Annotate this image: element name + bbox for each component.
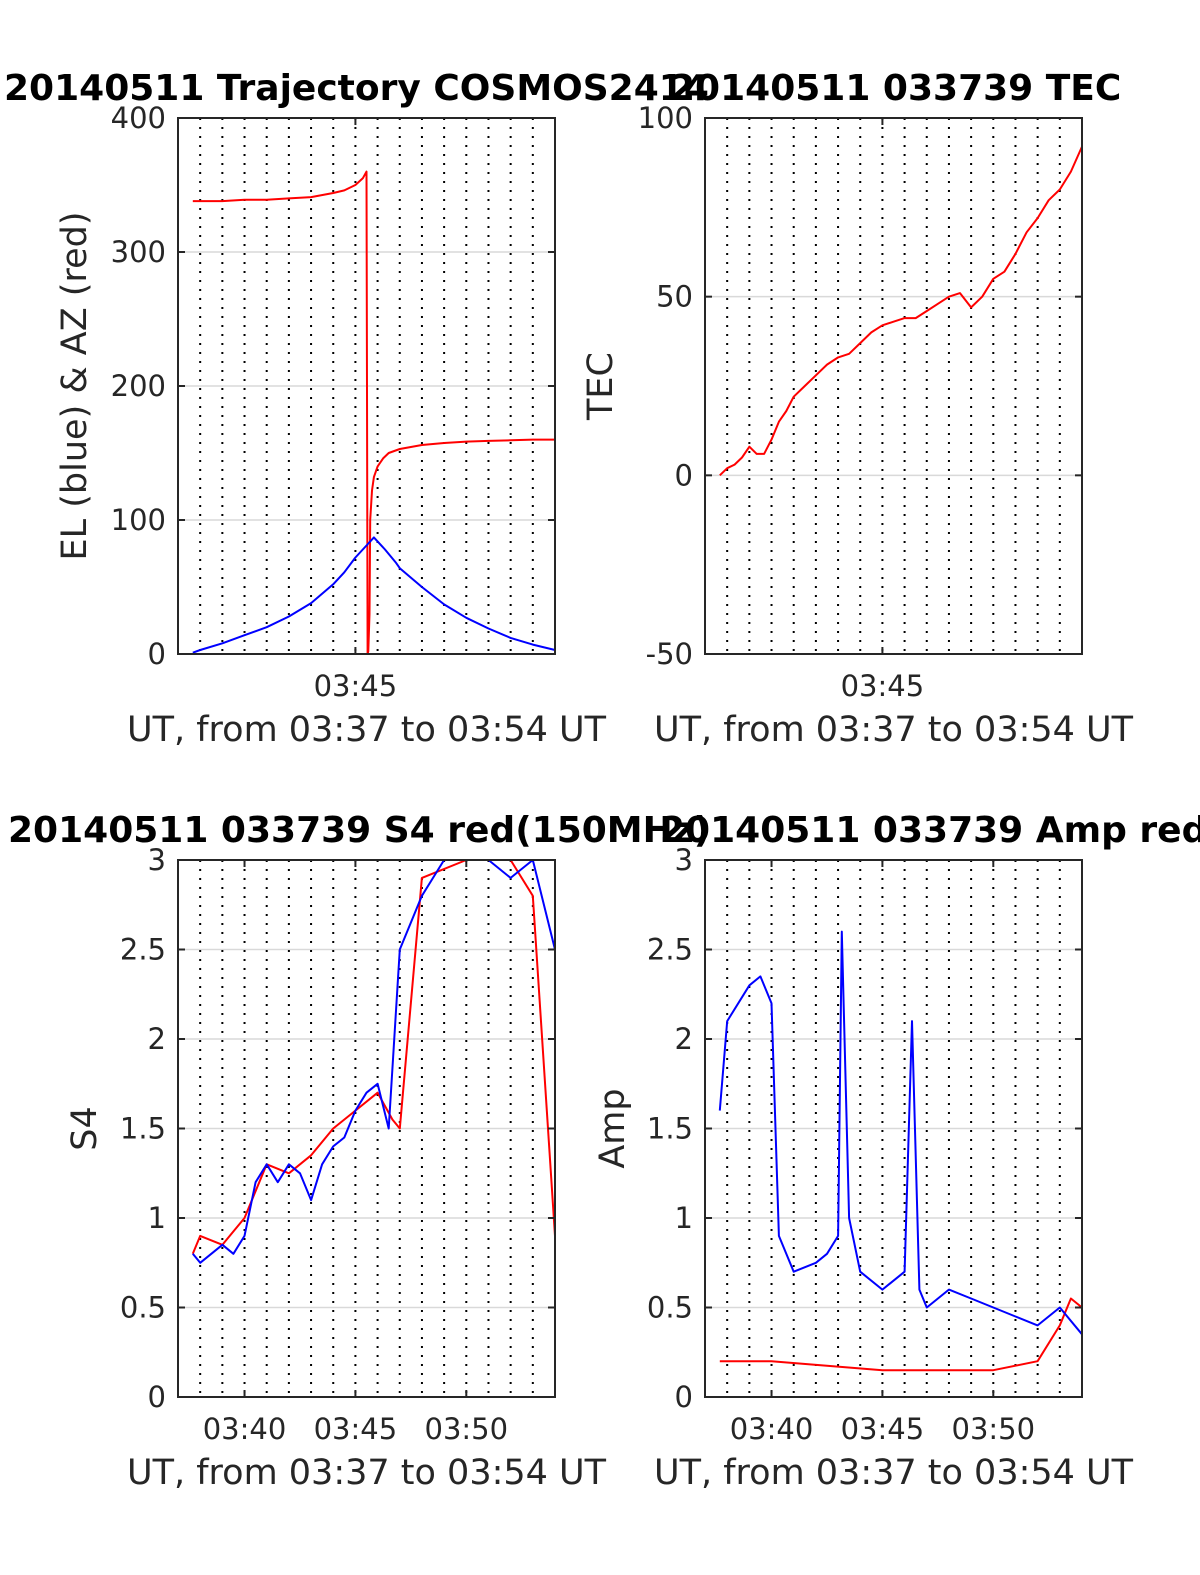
x-axis-label: UT, from 03:37 to 03:54 UT [654,710,1134,750]
y-tick-label: 50 [656,280,693,314]
x-tick-label: 03:45 [841,1412,925,1446]
series-red-line [191,859,556,1255]
y-tick-label: 2 [675,1022,693,1056]
y-tick-label: 1 [148,1201,166,1235]
x-tick-label: 03:45 [314,669,398,703]
x-tick-label: 03:40 [203,1412,287,1446]
y-tick-label: 2 [148,1022,166,1056]
y-tick-label: 0 [675,1380,693,1414]
y-tick-label: 100 [111,503,166,537]
y-axis-label: S4 [65,1106,105,1151]
x-axis-label: UT, from 03:37 to 03:54 UT [127,1453,607,1493]
y-tick-label: 2.5 [647,933,693,967]
x-tick-label: 03:45 [841,669,925,703]
x-tick-label: 03:50 [425,1412,509,1446]
y-tick-label: 3 [148,843,166,877]
axes-frame [704,117,1083,655]
chart-title: 20140511 033739 Amp red(150MHz) [660,810,1200,851]
y-tick-label: 0.5 [120,1291,166,1325]
y-tick-label: 1.5 [120,1112,166,1146]
x-axis-label: UT, from 03:37 to 03:54 UT [127,710,607,750]
y-tick-label: 2.5 [120,933,166,967]
chart-3: 0 0.5 1 1.5 2 2.5 3 03:40 03:45 03:50 UT, from 03:… [65,843,607,1493]
series-blue-line [192,536,556,654]
chart-title: 20140511 033739 TEC [670,68,1121,109]
y-tick-label: 0 [148,1380,166,1414]
series-blue-line [718,930,1083,1335]
x-tick-label: 03:40 [730,1412,814,1446]
chart-title: 20140511 Trajectory COSMOS2414 [4,68,709,109]
y-axis-label: Amp [593,1088,633,1168]
y-tick-label: 200 [111,369,166,403]
x-tick-label: 03:50 [952,1412,1036,1446]
series-red-line [719,146,1083,477]
y-tick-label: 1.5 [647,1112,693,1146]
chart-4: 0 0.5 1 1.5 2 2.5 3 03:40 03:45 03:50 UT, from 03:… [593,843,1134,1493]
y-axis-label: EL (blue) & AZ (red) [55,212,95,561]
y-tick-label: 100 [638,101,693,135]
chart-1: 0 100 200 300 400 03:45 UT, from 03:37 to 03:5… [55,101,607,750]
y-tick-label: 0.5 [647,1291,693,1325]
series-blue-line [192,859,556,1264]
series-red-line [719,1297,1083,1372]
x-axis-label: UT, from 03:37 to 03:54 UT [654,1453,1134,1493]
y-tick-label: 3 [675,843,693,877]
chart-title: 20140511 033739 S4 red(150MHz) [8,810,710,851]
y-tick-label: -50 [646,637,693,671]
x-tick-label: 03:45 [314,1412,398,1446]
y-tick-label: 1 [675,1201,693,1235]
y-axis-label: TEC [581,352,621,421]
series-red-line [192,170,555,655]
y-tick-label: 0 [675,458,693,492]
y-tick-label: 300 [111,235,166,269]
y-tick-label: 400 [111,101,166,135]
y-tick-label: 0 [148,637,166,671]
chart-2: -50 0 50 100 03:45 UT, from 03:37 to 03:54 UT… [581,101,1134,750]
